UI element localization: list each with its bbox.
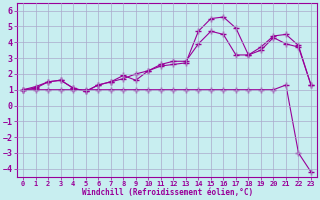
X-axis label: Windchill (Refroidissement éolien,°C): Windchill (Refroidissement éolien,°C): [82, 188, 253, 197]
